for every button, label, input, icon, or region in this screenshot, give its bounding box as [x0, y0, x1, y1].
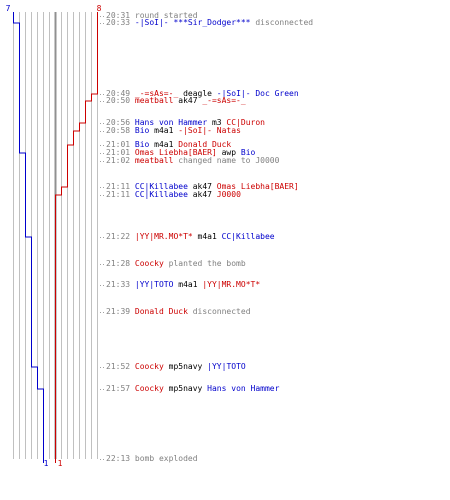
team-b-line [55, 12, 98, 463]
player-team-a: Bio [134, 140, 150, 149]
event-text: planted the bomb [163, 259, 246, 268]
event-row: 20:31 round started [106, 12, 198, 20]
event-time: 20:56 [106, 118, 135, 127]
player-team-a: -|SoI|- ***Sir_Dodger*** [134, 18, 251, 27]
player-team-b: Coocky [134, 259, 164, 268]
event-text: m4a1 [149, 126, 179, 135]
event-text: disconnected [250, 18, 314, 27]
event-row: 20:56 Hans von Hammer m3 CC|Duron [106, 119, 265, 127]
event-text: mp5navy [163, 384, 208, 393]
event-time: 20:33 [106, 18, 135, 27]
event-text: disconnected [187, 307, 251, 316]
player-team-a: Hans von Hammer [207, 384, 280, 393]
team-a-line [13, 12, 44, 463]
event-text: bomb exploded [134, 454, 198, 463]
player-team-a: CC|Killabee [134, 190, 188, 199]
event-text: changed name to J0000 [173, 156, 280, 165]
player-team-a: Bio [240, 148, 256, 157]
event-row: 21:11 CC|Killabee ak47 J0000 [106, 191, 241, 199]
event-time: 21:28 [106, 259, 135, 268]
player-team-b: Omas Liebha[BAER] [216, 182, 299, 191]
player-team-a: -|SoI|- Doc Green [216, 89, 299, 98]
event-row: 21:11 CC|Killabee ak47 Omas Liebha[BAER] [106, 183, 299, 191]
event-row: 21:52 Coocky mp5navy |YY|TOTO [106, 363, 246, 371]
event-time: 20:50 [106, 96, 135, 105]
event-row: 21:57 Coocky mp5navy Hans von Hammer [106, 385, 279, 393]
event-row: 22:13 bomb exploded [106, 455, 198, 463]
player-team-b: meatball [134, 156, 174, 165]
event-time: 21:11 [106, 182, 135, 191]
player-team-a: CC|Killabee [221, 232, 275, 241]
event-row: 20:58 Bio m4a1 -|SoI|- Natas [106, 127, 241, 135]
player-team-b: _-=sAs=-_ [202, 96, 246, 105]
player-team-b: J0000 [216, 190, 241, 199]
player-team-a: Hans von Hammer [134, 118, 208, 127]
event-row: 20:33 -|SoI|- ***Sir_Dodger*** disconnec… [106, 19, 313, 27]
event-text: ak47 [173, 96, 203, 105]
event-time: 20:31 [106, 11, 135, 20]
player-team-b: Coocky [134, 384, 164, 393]
event-time: 21:57 [106, 384, 135, 393]
event-text: m4a1 [173, 280, 203, 289]
player-team-b: Omas Liebha[BAER] [134, 148, 217, 157]
event-time: 21:11 [106, 190, 135, 199]
player-team-b: -|SoI|- Natas [178, 126, 241, 135]
team-a-start-count: 7 [6, 4, 11, 13]
player-team-b: Coocky [134, 362, 164, 371]
event-text: m4a1 [192, 232, 222, 241]
event-text: m3 [207, 118, 227, 127]
player-team-b: _-=sAs=-_ [134, 89, 179, 98]
event-row: 21:01 Bio m4a1 Donald Duck [106, 141, 231, 149]
event-time: 20:49 [106, 89, 135, 98]
player-team-b: CC|Duron [226, 118, 265, 127]
player-team-a: Bio [134, 126, 150, 135]
team-b-end-count: 1 [58, 459, 63, 468]
player-team-a: |YY|TOTO [207, 362, 246, 371]
event-time: 21:33 [106, 280, 135, 289]
event-text: mp5navy [163, 362, 208, 371]
event-time: 20:58 [106, 126, 135, 135]
event-text: m4a1 [149, 140, 179, 149]
player-team-b: |YY|MR.MO*T* [202, 280, 261, 289]
team-a-end-count: 1 [44, 459, 49, 468]
event-row: 21:28 Coocky planted the bomb [106, 260, 246, 268]
event-time: 21:02 [106, 156, 135, 165]
event-row: 21:02 meatball changed name to J0000 [106, 157, 279, 165]
event-row: 21:22 |YY|MR.MO*T* m4a1 CC|Killabee [106, 233, 275, 241]
event-text: awp [216, 148, 241, 157]
player-team-b: meatball [134, 96, 174, 105]
team-b-start-count: 8 [97, 4, 102, 13]
event-text: ak47 [187, 190, 217, 199]
event-time: 21:52 [106, 362, 135, 371]
player-team-a: |YY|TOTO [134, 280, 174, 289]
player-team-a: CC|Killabee [134, 182, 188, 191]
event-text: deagle [178, 89, 217, 98]
event-text: round started [134, 11, 198, 20]
event-time: 21:39 [106, 307, 135, 316]
event-time: 21:01 [106, 140, 135, 149]
player-team-b: Donald Duck [178, 140, 232, 149]
event-row: 21:39 Donald Duck disconnected [106, 308, 251, 316]
player-team-b: |YY|MR.MO*T* [134, 232, 193, 241]
event-text: ak47 [187, 182, 217, 191]
event-time: 21:01 [106, 148, 135, 157]
event-row: 21:01 Omas Liebha[BAER] awp Bio [106, 149, 255, 157]
event-row: 21:33 |YY|TOTO m4a1 |YY|MR.MO*T* [106, 281, 260, 289]
event-row: 20:50 meatball ak47 _-=sAs=-_ [106, 97, 246, 105]
event-row: 20:49 _-=sAs=-_ deagle -|SoI|- Doc Green [106, 90, 299, 98]
event-time: 22:13 [106, 454, 135, 463]
player-team-b: Donald Duck [134, 307, 188, 316]
event-time: 21:22 [106, 232, 135, 241]
